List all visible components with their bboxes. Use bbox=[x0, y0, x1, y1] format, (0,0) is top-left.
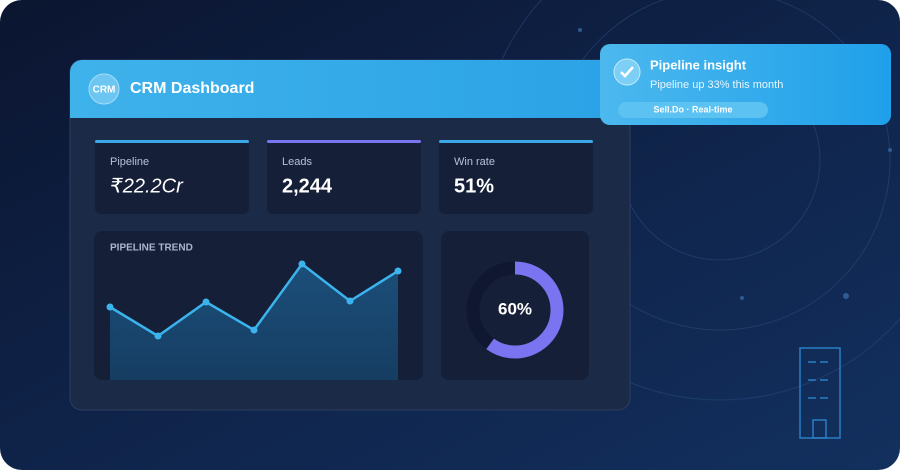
kpi-value: 51% bbox=[454, 175, 494, 197]
chart-title: PIPELINE TREND bbox=[110, 243, 193, 254]
trend-point bbox=[202, 298, 210, 306]
kpi-accent bbox=[95, 140, 249, 143]
donut-panel bbox=[441, 231, 589, 380]
trend-point bbox=[298, 260, 306, 268]
trend-point bbox=[106, 303, 114, 311]
kpi-value: ₹22.2Cr bbox=[110, 175, 184, 197]
building-icon bbox=[799, 347, 841, 439]
kpi-accent bbox=[267, 140, 421, 143]
kpi-label: Win rate bbox=[454, 156, 495, 168]
kpi-accent bbox=[439, 140, 593, 143]
kpi-card bbox=[439, 140, 593, 214]
trend-area bbox=[110, 264, 398, 380]
notification[interactable]: Pipeline insight Pipeline up 33% this mo… bbox=[600, 44, 891, 125]
kpi-label: Pipeline bbox=[110, 156, 149, 168]
header-title: CRM Dashboard bbox=[130, 80, 254, 97]
donut-label: 60% bbox=[498, 299, 532, 318]
trend-point bbox=[250, 326, 258, 334]
notification-title: Pipeline insight bbox=[650, 57, 747, 72]
kpi-card bbox=[95, 140, 249, 214]
trend-point bbox=[394, 267, 402, 275]
notification-tag: Sell.Do · Real-time bbox=[653, 104, 732, 114]
logo: CRM bbox=[93, 85, 116, 96]
trend-point bbox=[346, 297, 354, 305]
notification-message: Pipeline up 33% this month bbox=[650, 79, 783, 91]
kpi-label: Leads bbox=[282, 156, 312, 168]
kpi-value: 2,244 bbox=[282, 175, 333, 197]
trend-point bbox=[154, 332, 162, 340]
kpi-card bbox=[267, 140, 421, 214]
donut-arc bbox=[466, 261, 564, 359]
